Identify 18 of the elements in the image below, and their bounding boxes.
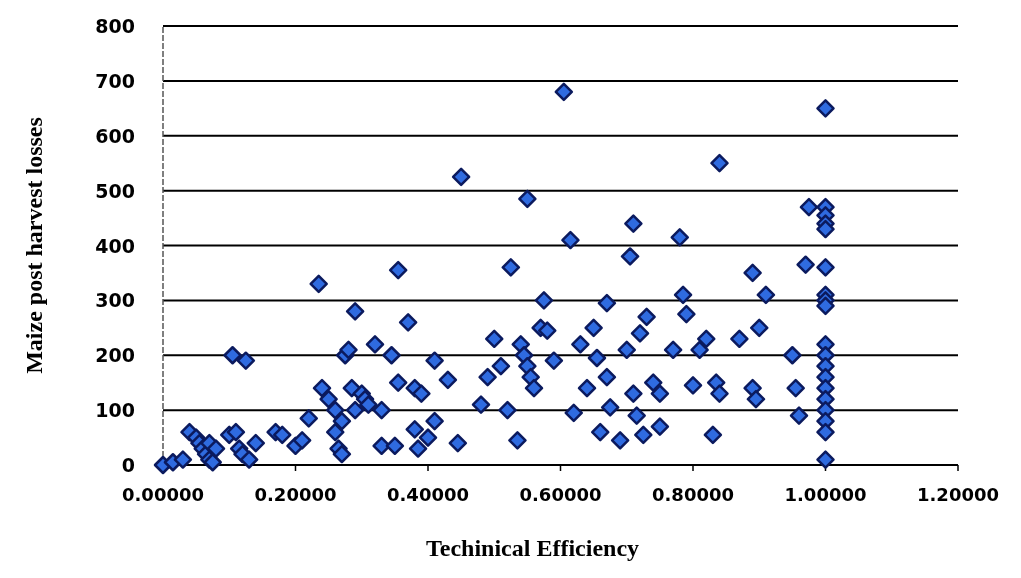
y-tick-label: 400 [95,234,135,257]
x-tick-label: 1.00000 [784,484,867,505]
x-tick-label: 1.20000 [917,484,999,505]
y-tick-label: 500 [95,179,135,202]
x-tick-label: 0.40000 [387,484,469,505]
x-tick-label: 0.80000 [652,484,734,505]
y-tick-label: 0 [121,454,135,476]
x-tick-label: 0.00000 [122,484,204,505]
y-tick-label: 600 [95,124,135,147]
y-axis-title: Maize post harvest losses [21,117,47,374]
y-tick-label: 100 [95,399,135,422]
y-tick-label: 200 [95,344,135,367]
y-tick-label: 300 [95,289,135,312]
x-axis-title: Techinical Efficiency [425,535,640,561]
x-tick-label: 0.60000 [519,484,602,505]
y-tick-label: 800 [95,15,135,37]
x-tick-label: 0.20000 [254,484,337,505]
y-tick-label: 700 [95,69,135,92]
